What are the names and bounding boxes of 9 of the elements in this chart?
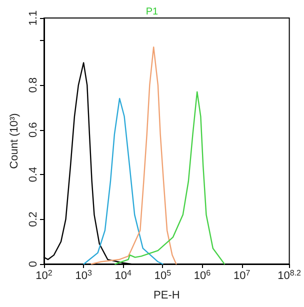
y-tick-label: 0.8 bbox=[28, 77, 40, 93]
y-tick-label: 0.4 bbox=[28, 166, 40, 182]
x-axis-title: PE-H bbox=[154, 290, 180, 302]
chart-title: P1 bbox=[146, 6, 159, 18]
y-tick-label: 0.6 bbox=[28, 122, 40, 138]
y-axis-title: Count (10³) bbox=[8, 113, 20, 169]
y-tick-label: 1.1 bbox=[28, 10, 40, 26]
y-tick-label: 0.2 bbox=[28, 212, 40, 227]
y-tick-label: 0 bbox=[28, 260, 40, 268]
